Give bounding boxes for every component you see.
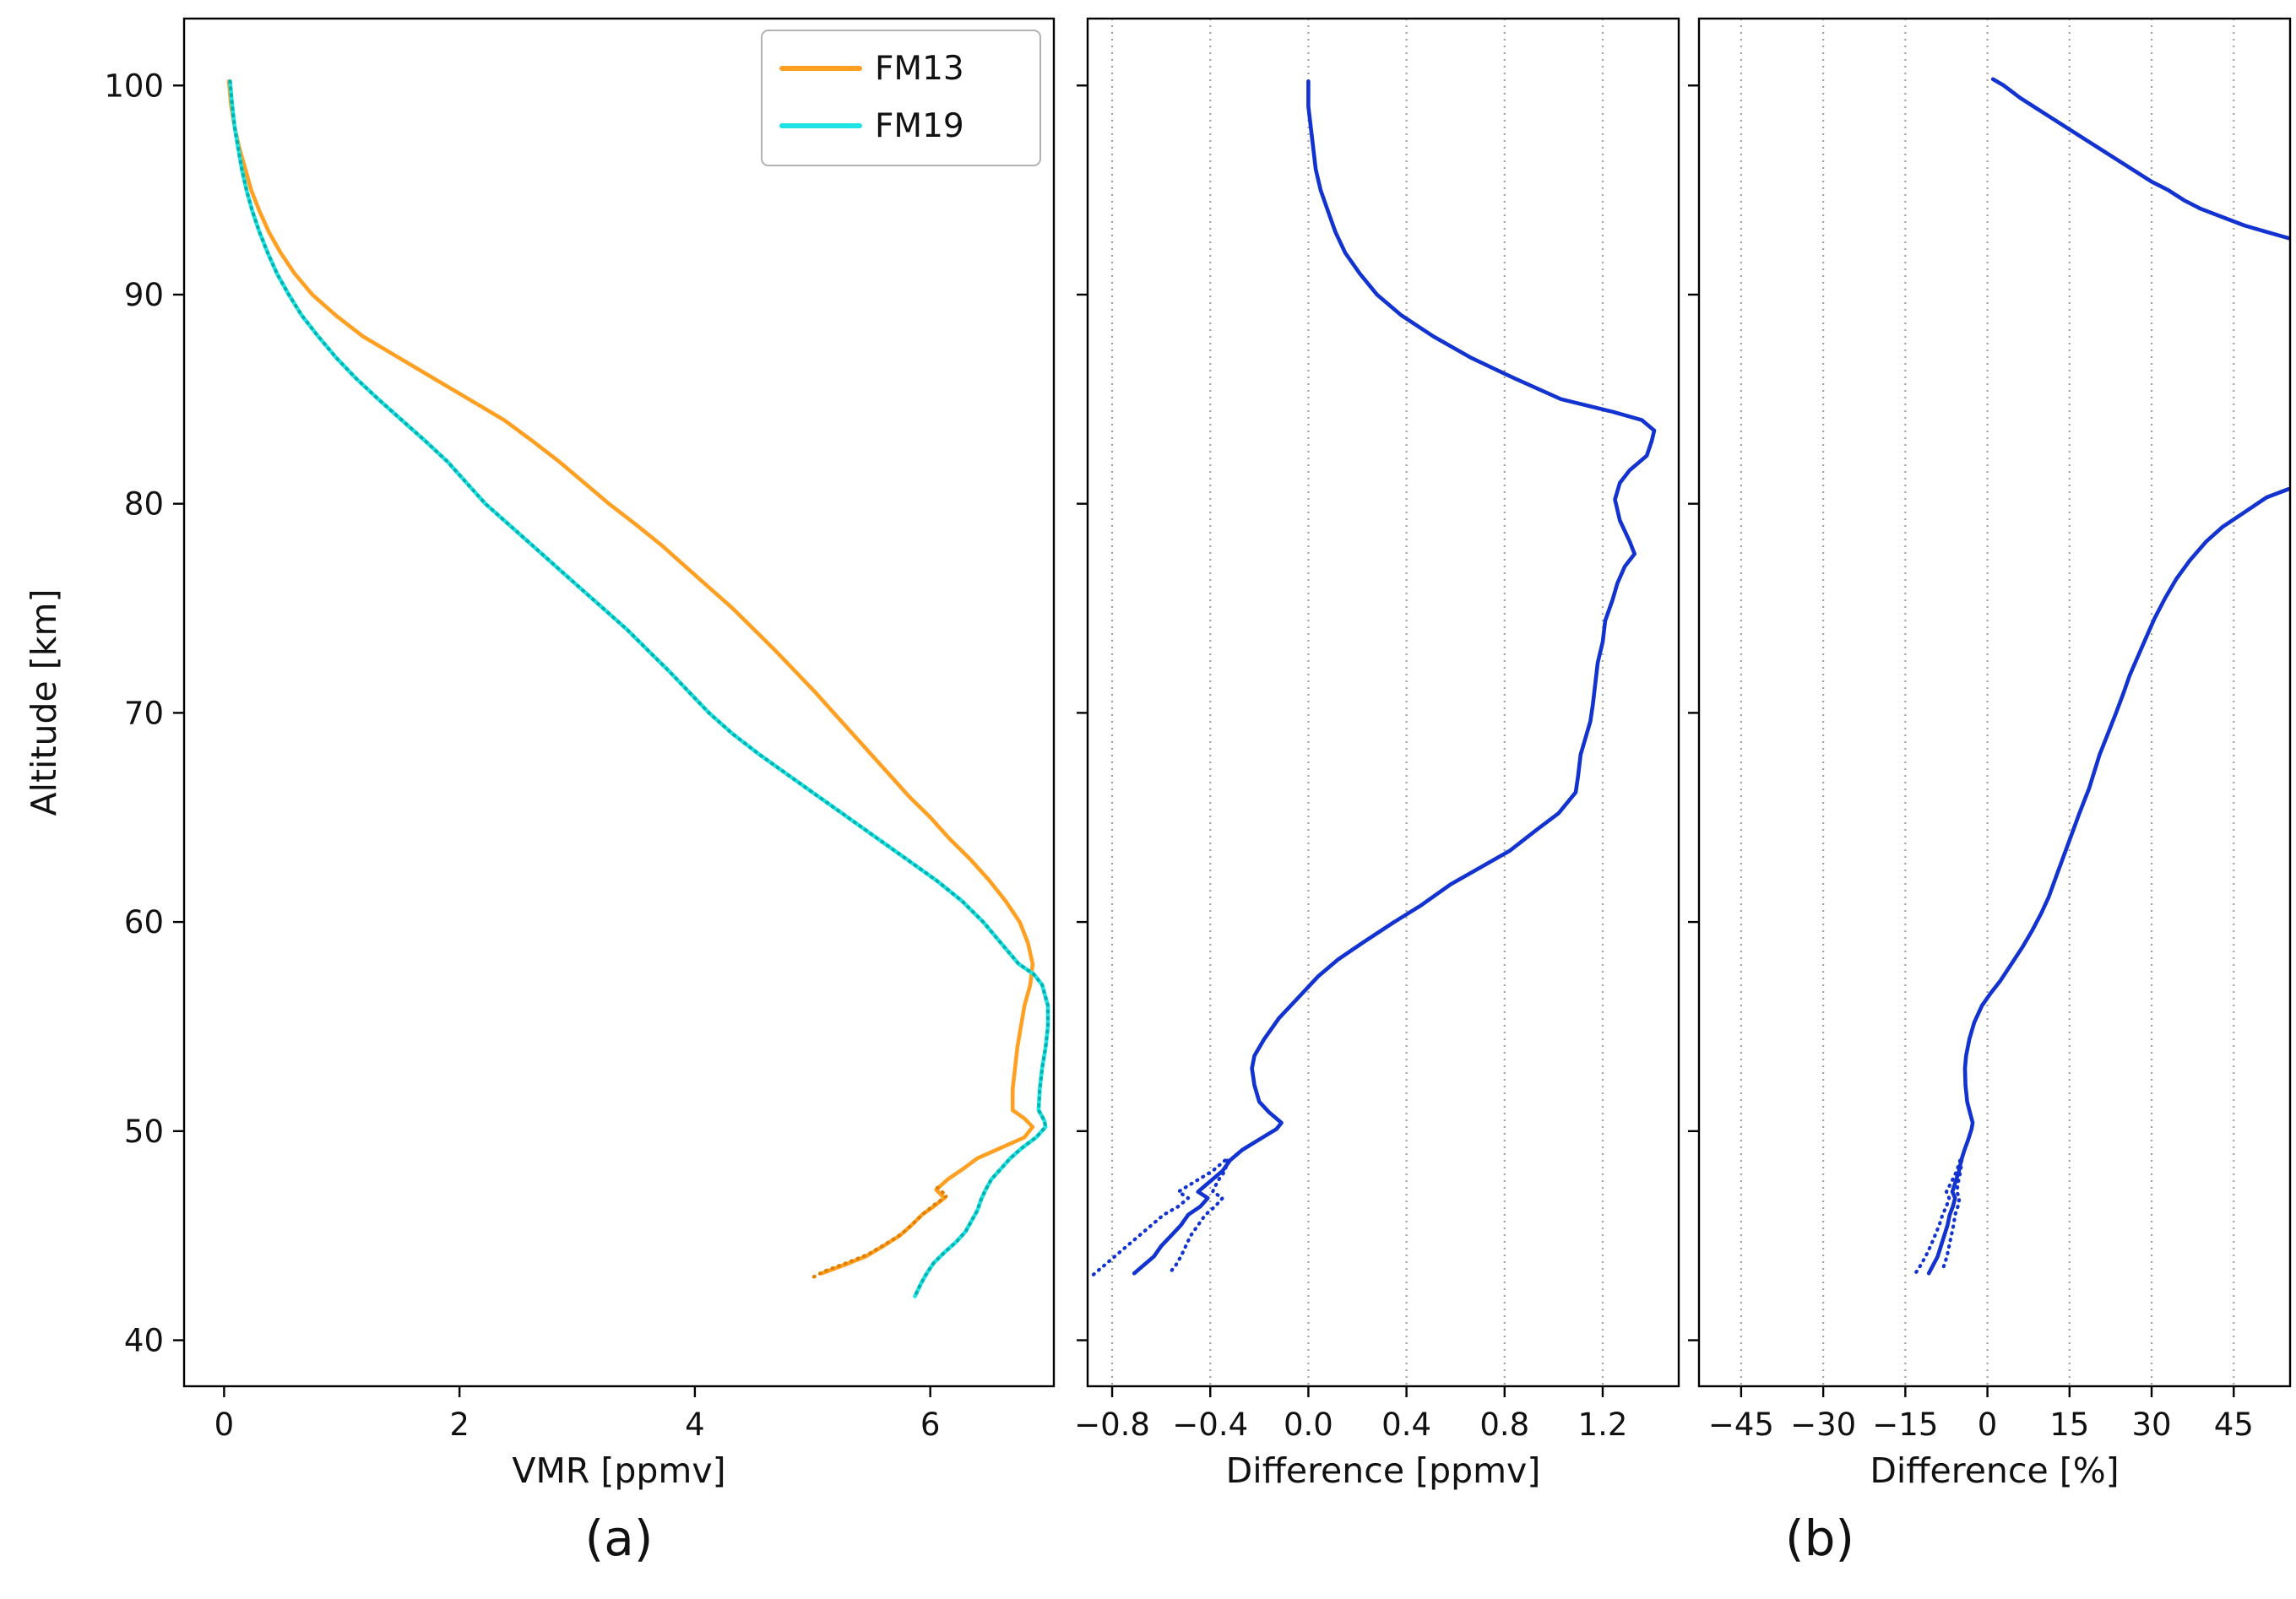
series-line-diff-ppmv-lower [1090, 1158, 1227, 1277]
x-tick-label: 0.0 [1284, 1407, 1333, 1443]
y-tick-label: 100 [104, 68, 164, 104]
x-tick-label: 1.2 [1578, 1407, 1628, 1443]
x-tick-label: −30 [1790, 1407, 1856, 1443]
x-tick-label: −15 [1872, 1407, 1938, 1443]
panel-a-xlabel: VMR [ppmv] [512, 1450, 726, 1491]
x-tick-label: −45 [1708, 1407, 1774, 1443]
panel-b1-plot: −0.8 −0.4 0.0 0.4 0.8 1.2 [1074, 17, 1680, 1443]
caption-b: (b) [1784, 1510, 1855, 1567]
series-line-diff-pct-lower [1912, 1158, 1962, 1277]
x-tick-label: 0 [1978, 1407, 1998, 1443]
series-line-diff-pct [1926, 486, 2290, 1276]
legend: FM13 FM19 [761, 30, 1041, 166]
legend-label-FM13: FM13 [875, 50, 964, 88]
panel-a-plot: 0 2 4 6 40 50 60 70 80 90 100 FM13 FM19 [104, 17, 1056, 1443]
series-line-FM19 [228, 79, 1050, 1298]
y-tick-label: 40 [124, 1323, 164, 1359]
caption-a: (a) [584, 1510, 654, 1567]
x-tick-label: 2 [449, 1407, 470, 1443]
x-tick-label: 4 [685, 1407, 705, 1443]
series-line-diff-ppmv-upper [1169, 1158, 1229, 1273]
legend-label-FM19: FM19 [875, 107, 964, 145]
plot-border [182, 17, 1056, 1388]
x-tick-label: 6 [920, 1407, 941, 1443]
x-tick-label: 45 [2214, 1407, 2254, 1443]
series-line-diff-ppmv [1132, 79, 1657, 1276]
x-tick-label: −0.8 [1074, 1407, 1150, 1443]
y-tick-label: 50 [124, 1114, 164, 1150]
x-tick-label: 0 [214, 1407, 235, 1443]
y-tick-label: 90 [124, 277, 164, 313]
series-line-diff-pct-top [1990, 77, 2290, 241]
series-line-FM13-uncertainty [811, 1185, 949, 1280]
x-tick-label: 30 [2131, 1407, 2171, 1443]
panel-b2-svg: −45 −30 −15 0 15 30 45 [1688, 17, 2292, 1443]
x-tick-label: 15 [2049, 1407, 2089, 1443]
y-axis-label: Altitude [km] [24, 588, 64, 816]
x-tick-label: 0.4 [1381, 1407, 1431, 1443]
panel-b1-xlabel: Difference [ppmv] [1225, 1450, 1541, 1491]
plot-border [1086, 17, 1680, 1388]
panel-b1-svg: −0.8 −0.4 0.0 0.4 0.8 1.2 [1074, 17, 1680, 1443]
panel-b2-xlabel: Difference [%] [1870, 1450, 2120, 1491]
series-line-FM13 [226, 79, 1035, 1276]
panel-b2-plot: −45 −30 −15 0 15 30 45 [1688, 17, 2292, 1443]
series-line-FM19-overlay [228, 79, 1050, 1298]
series-line-diff-pct-top-overlay [1991, 77, 2290, 241]
legend-box [761, 30, 1041, 166]
x-tick-label: 0.8 [1479, 1407, 1529, 1443]
y-tick-label: 70 [124, 695, 164, 731]
y-tick-label: 80 [124, 486, 164, 523]
x-tick-label: −0.4 [1172, 1407, 1248, 1443]
y-tick-label: 60 [124, 904, 164, 940]
plot-border [1697, 17, 2292, 1388]
series-line-diff-pct-upper [1940, 1158, 1964, 1273]
panel-a-svg: 0 2 4 6 40 50 60 70 80 90 100 FM13 FM19 [104, 17, 1056, 1443]
